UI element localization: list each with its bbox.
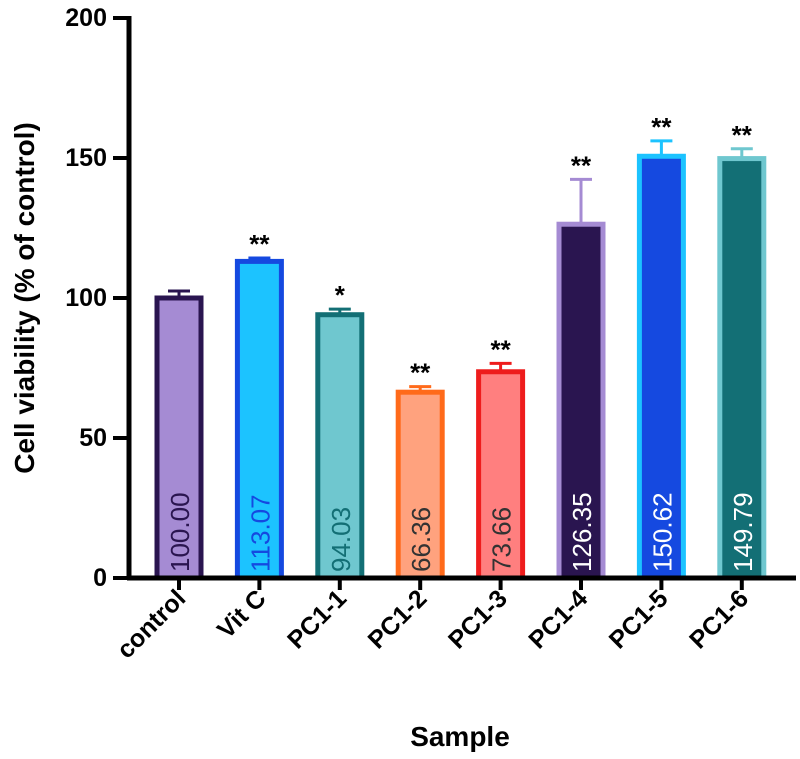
significance-marker: **: [732, 120, 753, 150]
data-label: 150.62: [647, 492, 677, 572]
x-tick-label: Vit C: [212, 584, 272, 644]
significance-marker: **: [490, 334, 511, 364]
x-tick-label: PC1-5: [604, 584, 674, 654]
significance-marker: **: [410, 358, 431, 388]
data-label: 126.35: [567, 492, 597, 572]
data-label: 94.03: [326, 507, 356, 572]
significance-marker: *: [335, 280, 346, 310]
x-tick-label: PC1-1: [282, 584, 352, 654]
x-tick-label: PC1-3: [443, 584, 513, 654]
bar: [395, 389, 445, 581]
x-tick-label: PC1-4: [523, 584, 593, 654]
data-label: 73.66: [487, 507, 517, 572]
y-tick-label: 50: [79, 424, 107, 452]
bar: [315, 312, 365, 581]
data-label: 100.00: [165, 492, 195, 572]
significance-marker: **: [571, 150, 592, 180]
data-label: 113.07: [245, 494, 275, 572]
x-tick-label: PC1-2: [363, 584, 433, 654]
y-tick-label: 200: [65, 4, 107, 32]
x-tick-label: control: [112, 584, 192, 664]
y-axis-title: Cell viability (% of control): [9, 122, 40, 474]
x-tick-label: PC1-6: [684, 584, 754, 654]
data-label: 149.79: [728, 492, 758, 572]
y-tick-label: 0: [93, 564, 107, 592]
bar: [476, 369, 526, 581]
data-label: 66.36: [406, 507, 436, 572]
bar: [636, 153, 686, 581]
plot-area: 100.00 113.07 ** 94.03 * 66.36 ** 73.66 ** 126.35…: [154, 112, 767, 581]
significance-marker: **: [249, 229, 270, 259]
x-axis-title: Sample: [410, 721, 510, 752]
y-tick-label: 100: [65, 284, 107, 312]
y-tick-label: 150: [65, 144, 107, 172]
significance-marker: **: [651, 112, 672, 142]
